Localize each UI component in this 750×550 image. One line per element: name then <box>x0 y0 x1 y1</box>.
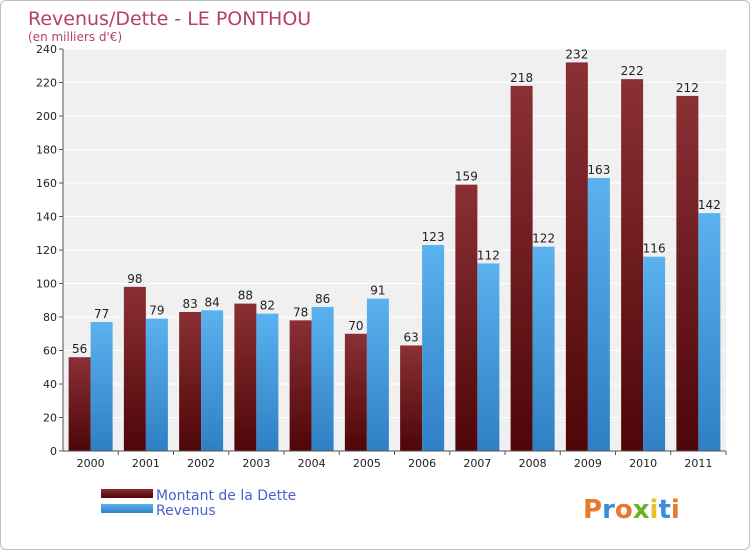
bar-revenus-2008 <box>532 246 555 451</box>
y-tick-label: 220 <box>36 77 57 90</box>
bars <box>68 62 721 452</box>
y-tick-label: 60 <box>43 345 57 358</box>
x-tick-label: 2003 <box>242 457 270 470</box>
x-tick-label: 2004 <box>298 457 326 470</box>
bar-revenus-2006 <box>422 244 445 451</box>
data-label-debt-2006: 63 <box>403 330 418 344</box>
x-tick-label: 2009 <box>574 457 602 470</box>
bar-revenus-2009 <box>587 177 610 451</box>
chart-subtitle: (en milliers d'€) <box>28 30 122 44</box>
bar-revenus-2005 <box>366 298 389 451</box>
bar-debt-2004 <box>289 320 312 451</box>
bar-debt-2008 <box>510 85 533 451</box>
data-label-debt-2010: 222 <box>621 64 644 78</box>
y-tick-label: 120 <box>36 244 57 257</box>
data-label-revenus-2006: 123 <box>422 230 445 244</box>
data-label-debt-2005: 70 <box>348 319 363 333</box>
y-tick-label: 140 <box>36 211 57 224</box>
data-label-revenus-2005: 91 <box>370 284 385 298</box>
bar-revenus-2001 <box>145 318 168 451</box>
legend-swatch-revenus <box>101 504 153 513</box>
data-label-debt-2007: 159 <box>455 170 478 184</box>
x-tick-label: 2010 <box>629 457 657 470</box>
data-label-revenus-2004: 86 <box>315 292 330 306</box>
data-label-revenus-2008: 122 <box>532 232 555 246</box>
y-tick-label: 200 <box>36 110 57 123</box>
bar-debt-2007 <box>455 184 478 452</box>
x-tick-label: 2002 <box>187 457 215 470</box>
y-tick-label: 80 <box>43 311 57 324</box>
x-tick-label: 2008 <box>519 457 547 470</box>
x-axis: 2000 2001 2002 2003 2004 2005 2006 2007 2008 2009… <box>77 451 727 470</box>
bar-revenus-2002 <box>201 310 224 451</box>
y-tick-label: 240 <box>36 43 57 56</box>
data-label-debt-2008: 218 <box>510 71 533 85</box>
bar-debt-2005 <box>344 333 367 451</box>
legend-label-debt: Montant de la Dette <box>156 488 296 504</box>
bar-revenus-2004 <box>311 306 334 451</box>
bar-debt-2002 <box>179 311 202 451</box>
bar-revenus-2010 <box>643 256 666 451</box>
legend: Montant de la Dette Revenus <box>101 488 296 519</box>
bar-debt-2009 <box>565 62 588 452</box>
bar-debt-2011 <box>676 95 699 452</box>
brand-logo: Proxiti <box>583 495 680 525</box>
data-label-revenus-2001: 79 <box>149 304 164 318</box>
y-axis: 0 20 40 60 80 100 120 140 160 180 200 220 240 <box>36 43 63 458</box>
data-label-revenus-2007: 112 <box>477 248 500 262</box>
y-tick-label: 0 <box>50 445 57 458</box>
data-label-debt-2000: 56 <box>72 342 87 356</box>
data-label-revenus-2011: 142 <box>698 198 721 212</box>
data-label-revenus-2003: 82 <box>260 299 275 313</box>
data-label-debt-2004: 78 <box>293 305 308 319</box>
gridlines <box>63 48 726 418</box>
data-label-debt-2002: 83 <box>182 297 197 311</box>
bar-debt-2003 <box>234 303 257 451</box>
bar-revenus-2000 <box>90 322 113 451</box>
y-tick-label: 20 <box>43 412 57 425</box>
bar-debt-2000 <box>68 357 91 451</box>
x-tick-label: 2006 <box>408 457 436 470</box>
bar-debt-2010 <box>621 79 644 452</box>
chart-title: Revenus/Dette - LE PONTHOU <box>28 8 311 30</box>
y-tick-label: 100 <box>36 278 57 291</box>
bar-revenus-2011 <box>698 213 721 451</box>
x-tick-label: 2011 <box>684 457 712 470</box>
y-tick-label: 40 <box>43 378 57 391</box>
data-label-revenus-2010: 116 <box>643 242 666 256</box>
brand-logo-text: Proxiti <box>583 495 680 525</box>
y-tick-label: 180 <box>36 144 57 157</box>
data-label-debt-2009: 232 <box>565 47 588 61</box>
data-label-debt-2001: 98 <box>127 272 142 286</box>
x-tick-label: 2000 <box>77 457 105 470</box>
data-label-debt-2011: 212 <box>676 81 699 95</box>
data-label-revenus-2009: 163 <box>587 163 610 177</box>
data-label-debt-2003: 88 <box>238 289 253 303</box>
x-tick-label: 2007 <box>463 457 491 470</box>
bar-debt-2006 <box>400 345 423 451</box>
data-label-revenus-2000: 77 <box>94 307 109 321</box>
x-tick-label: 2005 <box>353 457 381 470</box>
legend-label-revenus: Revenus <box>156 503 216 519</box>
x-tick-label: 2001 <box>132 457 160 470</box>
data-labels: 56 77 98 79 83 84 88 82 78 86 70 91 63 123 159 112 218 12… <box>72 47 721 356</box>
bar-debt-2001 <box>123 286 146 451</box>
y-tick-label: 160 <box>36 177 57 190</box>
data-label-revenus-2002: 84 <box>204 295 219 309</box>
legend-swatch-debt <box>101 489 153 498</box>
bar-revenus-2003 <box>256 313 279 451</box>
bar-revenus-2007 <box>477 263 500 451</box>
